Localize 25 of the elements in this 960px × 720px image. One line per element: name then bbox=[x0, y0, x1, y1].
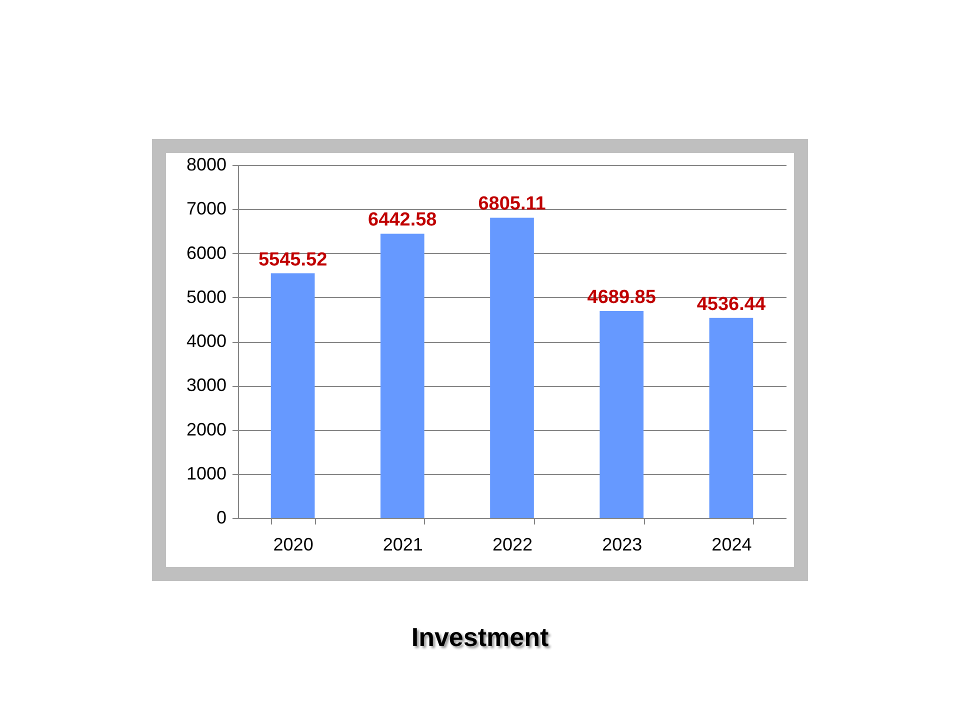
bar bbox=[490, 218, 534, 518]
data-label: 5545.52 bbox=[258, 249, 328, 270]
bar bbox=[709, 318, 754, 518]
y-tick-label: 3000 bbox=[186, 375, 226, 396]
x-tick-label: 2024 bbox=[712, 534, 752, 554]
data-label: 4536.44 bbox=[696, 294, 766, 315]
x-tick-label: 2022 bbox=[492, 534, 533, 554]
y-tick-label: 2000 bbox=[186, 419, 226, 440]
y-tick-label: 1000 bbox=[186, 463, 226, 484]
y-tick-label: 5000 bbox=[186, 286, 226, 307]
x-tick-label: 2021 bbox=[382, 534, 423, 554]
y-tick-label: 0 bbox=[216, 508, 226, 528]
y-tick-label: 4000 bbox=[186, 331, 226, 351]
x-tick-label: 2020 bbox=[273, 534, 314, 554]
bar bbox=[270, 273, 315, 518]
bar bbox=[600, 311, 644, 518]
y-tick-label: 6000 bbox=[186, 242, 226, 263]
data-label: 6805.11 bbox=[478, 194, 546, 215]
bar bbox=[380, 234, 424, 518]
y-tick-label: 7000 bbox=[186, 198, 226, 219]
data-label: 6442.58 bbox=[368, 210, 437, 231]
text: Investment bbox=[410, 622, 550, 653]
y-tick-label: 8000 bbox=[186, 154, 226, 174]
data-label: 4689.85 bbox=[587, 287, 656, 308]
x-tick-label: 2023 bbox=[602, 534, 642, 554]
